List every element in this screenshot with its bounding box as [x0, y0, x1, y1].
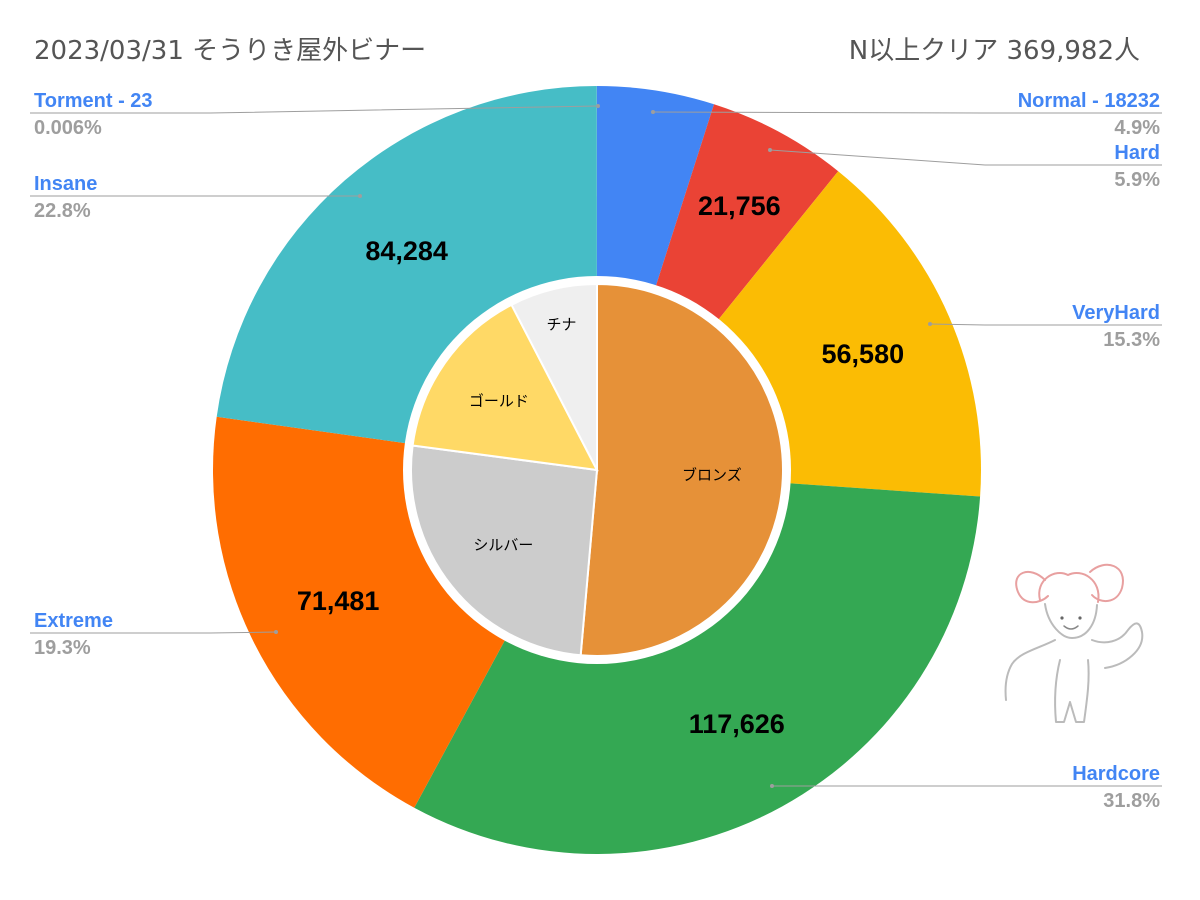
percent-label-normal-18232: 4.9%: [1114, 117, 1160, 139]
inner-slice-: [579, 282, 784, 657]
chart-subtitle: N以上クリア 369,982人: [848, 36, 1140, 66]
leader-lines: [30, 104, 1162, 788]
value-label-insane: 84,284: [365, 236, 448, 266]
series-label-hard: Hard: [1114, 142, 1160, 164]
inner-label-: ゴールド: [469, 392, 529, 410]
series-label-extreme: Extreme: [34, 610, 113, 632]
chart-title: 2023/03/31 そうりき屋外ビナー: [34, 36, 427, 66]
value-label-hard: 21,756: [698, 191, 781, 221]
inner-label-: ブロンズ: [682, 466, 742, 484]
leader-dot-torment-23: [596, 104, 600, 108]
leader-line-extreme: [30, 631, 277, 634]
leader-line-veryhard: [929, 323, 1162, 326]
value-label-extreme: 71,481: [297, 586, 380, 616]
leader-dot-hardcore: [770, 784, 774, 788]
series-label-insane: Insane: [34, 173, 97, 195]
inner-slice-: [411, 303, 599, 472]
series-label-hardcore: Hardcore: [1072, 763, 1160, 785]
inner-slice-: [410, 444, 599, 657]
series-label-veryhard: VeryHard: [1072, 302, 1160, 324]
side-labels: Normal - 18232 4.9% Hard 5.9% VeryHard 15.3% H…: [34, 90, 1160, 812]
leader-dot-veryhard: [928, 322, 932, 326]
percent-label-veryhard: 15.3%: [1103, 329, 1160, 351]
value-labels: 21,756 56,580 117,626 71,481 84,284: [297, 191, 904, 739]
percent-label-insane: 22.8%: [34, 200, 91, 222]
inner-label-: チナ: [547, 315, 577, 333]
leader-dot-hard: [768, 148, 772, 152]
percent-label-hardcore: 31.8%: [1103, 790, 1160, 812]
percent-label-torment-23: 0.006%: [34, 117, 102, 139]
leader-dot-normal-18232: [651, 110, 655, 114]
percent-label-extreme: 19.3%: [34, 637, 91, 659]
leader-dot-insane: [358, 194, 362, 198]
leader-dot-extreme: [274, 630, 278, 634]
series-label-torment-23: Torment - 23: [34, 90, 153, 112]
mascot-doodle-icon: [1004, 563, 1144, 723]
inner-label-: シルバー: [473, 536, 533, 554]
leader-line-torment-23: [30, 105, 599, 114]
inner-slice-: [510, 282, 598, 471]
leader-line-normal-18232: [652, 111, 1162, 114]
inner-ring: [403, 276, 791, 664]
leader-line-hard: [769, 149, 1162, 166]
percent-label-hard: 5.9%: [1114, 169, 1160, 191]
value-label-veryhard: 56,580: [822, 339, 905, 369]
series-label-normal-18232: Normal - 18232: [1018, 90, 1160, 112]
value-label-hardcore: 117,626: [689, 709, 785, 739]
